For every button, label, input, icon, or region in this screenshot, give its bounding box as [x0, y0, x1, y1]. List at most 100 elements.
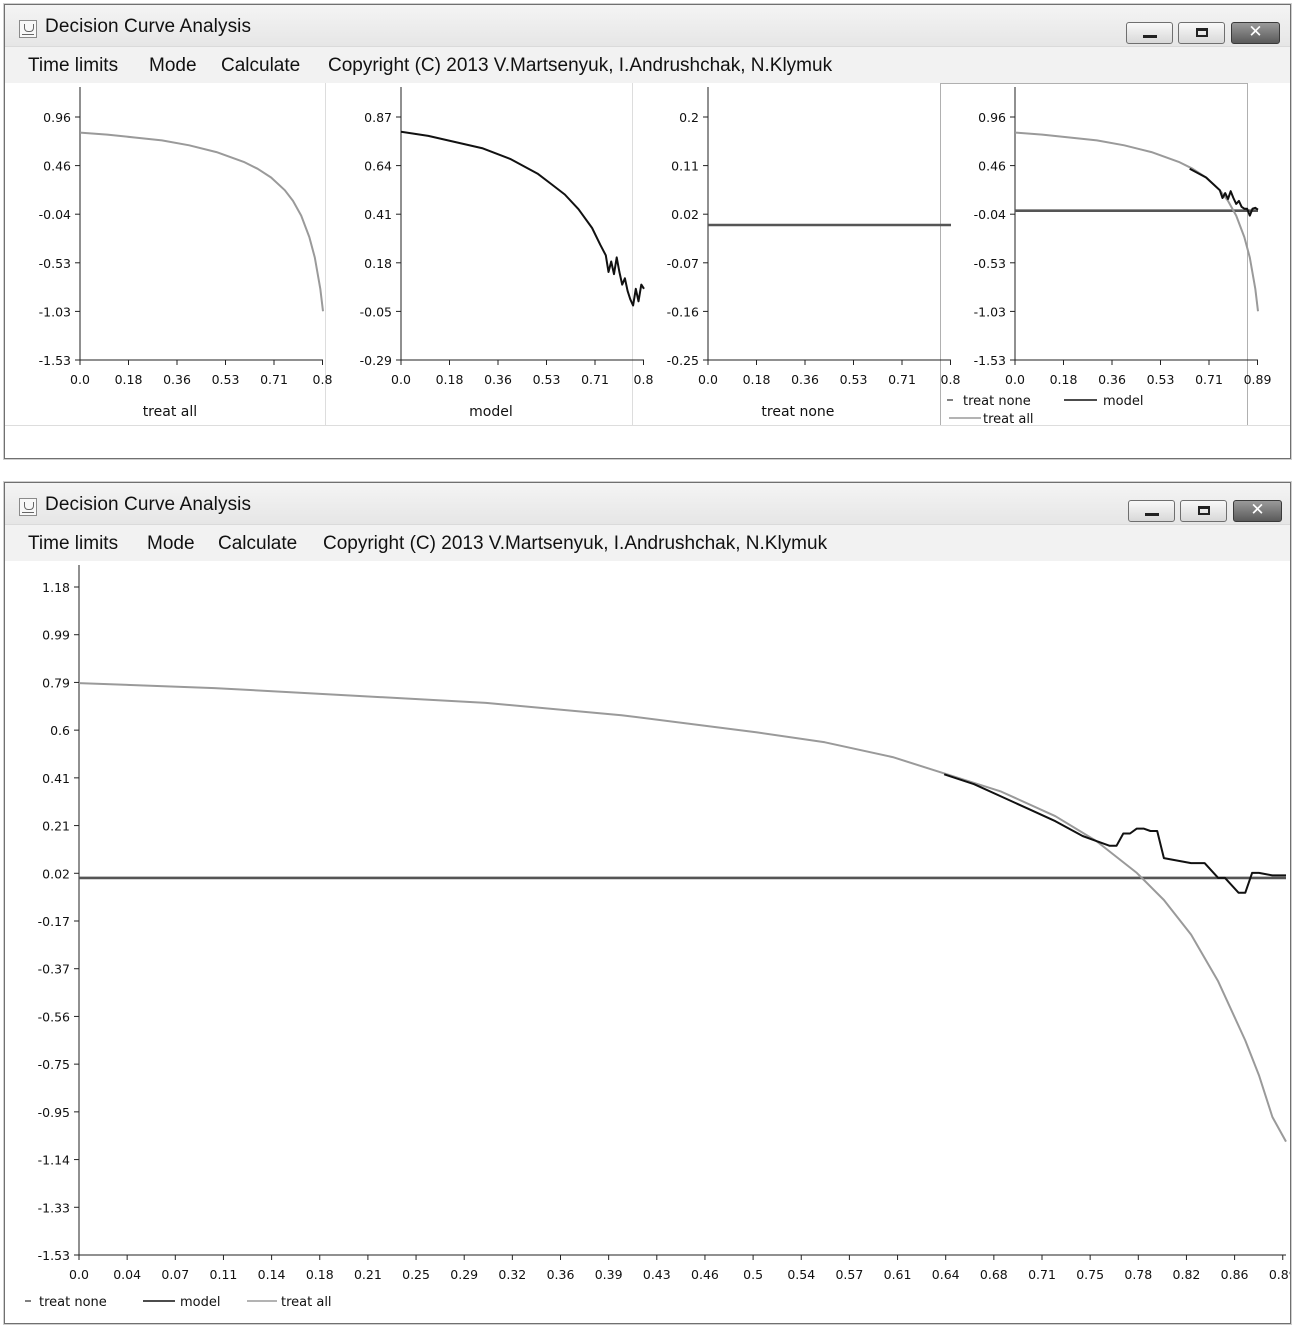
menu-time-limits[interactable]: Time limits	[28, 533, 119, 554]
y-tick-label: 0.41	[42, 771, 70, 786]
x-tick-label: 0.0	[69, 1267, 89, 1282]
x-tick-label: 0.53	[1147, 372, 1175, 387]
x-tick-label: 0.36	[547, 1267, 575, 1282]
title-bar[interactable]: Decision Curve Analysis ✕	[5, 483, 1290, 525]
menu-time-limits[interactable]: Time limits	[28, 55, 119, 76]
legend-label-treat-none: treat none	[963, 394, 1031, 409]
title-bar[interactable]: Decision Curve Analysis ✕	[5, 5, 1290, 47]
y-tick-label: -0.07	[667, 256, 699, 271]
x-tick-label: 0.39	[595, 1267, 623, 1282]
y-tick-label: -0.25	[667, 353, 699, 368]
app-window-1: Decision Curve Analysis ✕ Time limits Mo…	[4, 4, 1291, 459]
legend-label-treat-all: treat all	[281, 1295, 332, 1310]
x-tick-label: 0.46	[691, 1267, 719, 1282]
small-charts-svg: 0.960.46-0.04-0.53-1.03-1.530.0 0.18 0.36 0…	[5, 83, 1290, 427]
y-tick-label: 0.96	[978, 110, 1006, 125]
window-title: Decision Curve Analysis	[45, 494, 252, 515]
x-tick-label: 0.8	[313, 372, 333, 387]
y-tick-label: 1.18	[42, 580, 70, 595]
x-tick-label: 0.0	[698, 372, 718, 387]
y-tick-label: -0.53	[39, 256, 71, 271]
x-tick-label: 0.32	[498, 1267, 526, 1282]
legend-label-treat-all: treat all	[983, 412, 1034, 427]
y-tick-label: -1.33	[38, 1200, 70, 1215]
menu-copyright[interactable]: Copyright (C) 2013 V.Martsenyuk, I.Andru…	[323, 533, 828, 554]
y-tick-label: -1.03	[974, 304, 1006, 319]
series-line-treat-all	[80, 131, 324, 312]
y-tick-label: -1.53	[39, 353, 71, 368]
x-tick-label: 0.29	[450, 1267, 478, 1282]
series-line-treat-all	[1015, 131, 1259, 312]
series-line-treat-all	[79, 682, 1287, 1143]
x-tick-label: 0.07	[161, 1267, 189, 1282]
x-tick-label: 0.82	[1173, 1267, 1201, 1282]
legend-label-model: model	[180, 1295, 220, 1310]
maximize-button[interactable]	[1180, 500, 1227, 522]
java-icon	[19, 498, 37, 516]
y-tick-label: 0.21	[42, 819, 70, 834]
chart-area: 1.18 0.99 0.79 0.6 0.41 0.21 0.02 -0.17 -0.37 -0.…	[5, 561, 1295, 1323]
x-axis-label: treat all	[143, 404, 197, 420]
minimize-icon	[1145, 513, 1159, 516]
legend-label-model: model	[1103, 394, 1143, 409]
y-tick-label: -0.05	[360, 304, 392, 319]
charts-area: 0.96 0.46 -0.04 -0.53 -1.03 -1.53 0.0 0.18 0.36 0…	[5, 83, 1290, 458]
x-tick-label: 0.21	[354, 1267, 382, 1282]
series-line-model	[1189, 167, 1259, 217]
x-tick-label: 0.36	[1098, 372, 1126, 387]
x-tick-label: 0.71	[888, 372, 916, 387]
x-tick-label: 0.11	[210, 1267, 238, 1282]
chart-0: 0.96 0.46 -0.04 -0.53 -1.03 -1.53 0.0 0.18 0.36 0…	[39, 87, 333, 420]
x-tick-label: 0.5	[743, 1267, 763, 1282]
x-tick-label: 0.75	[1076, 1267, 1104, 1282]
minimize-button[interactable]	[1126, 22, 1173, 44]
x-tick-label: 0.89	[1269, 1267, 1290, 1282]
x-tick-label: 0.04	[113, 1267, 141, 1282]
y-tick-label: -0.75	[38, 1057, 70, 1072]
menu-mode[interactable]: Mode	[147, 533, 195, 554]
y-tick-label: -0.17	[38, 914, 70, 929]
y-tick-label: -1.14	[38, 1153, 70, 1168]
menu-calculate[interactable]: Calculate	[221, 55, 301, 76]
y-tick-label: -0.37	[38, 962, 70, 977]
close-button[interactable]: ✕	[1231, 22, 1280, 44]
x-tick-label: 0.53	[533, 372, 561, 387]
menu-calculate[interactable]: Calculate	[218, 533, 298, 554]
x-tick-label: 0.0	[70, 372, 90, 387]
x-tick-label: 0.18	[1050, 372, 1078, 387]
close-button[interactable]: ✕	[1233, 500, 1282, 522]
x-tick-label: 0.89	[1244, 372, 1272, 387]
minimize-button[interactable]	[1128, 500, 1175, 522]
menu-bar: Time limits Mode Calculate Copyright (C)…	[5, 47, 1290, 83]
x-tick-label: 0.36	[791, 372, 819, 387]
maximize-button[interactable]	[1178, 22, 1225, 44]
x-tick-label: 0.57	[835, 1267, 863, 1282]
x-tick-label: 0.14	[258, 1267, 286, 1282]
x-tick-label: 0.64	[932, 1267, 960, 1282]
close-icon: ✕	[1250, 500, 1265, 520]
x-tick-label: 0.25	[402, 1267, 430, 1282]
x-tick-label: 0.43	[643, 1267, 671, 1282]
x-tick-label: 0.71	[1028, 1267, 1056, 1282]
y-tick-label: 0.87	[364, 110, 392, 125]
java-icon	[19, 20, 37, 38]
x-tick-label: 0.36	[163, 372, 191, 387]
y-tick-label: 0.02	[671, 207, 699, 222]
x-tick-label: 0.8	[941, 372, 961, 387]
y-tick-label: 0.96	[43, 110, 71, 125]
x-axis-label: model	[469, 404, 513, 420]
y-tick-label: 0.18	[364, 256, 392, 271]
y-tick-label: -0.04	[974, 207, 1006, 222]
menu-copyright[interactable]: Copyright (C) 2013 V.Martsenyuk, I.Andru…	[328, 55, 833, 76]
y-tick-label: 0.79	[42, 675, 70, 690]
maximize-icon	[1198, 506, 1210, 515]
x-axis-label: treat none	[761, 404, 834, 420]
x-tick-label: 0.18	[743, 372, 771, 387]
chart-2: 0.2 0.11 0.02 -0.07 -0.16 -0.25 0.0 0.18 0.36 0.5…	[667, 87, 961, 420]
menu-mode[interactable]: Mode	[149, 55, 197, 76]
y-tick-label: -1.03	[39, 304, 71, 319]
x-tick-label: 0.0	[1005, 372, 1025, 387]
x-tick-label: 0.18	[436, 372, 464, 387]
x-tick-label: 0.68	[980, 1267, 1008, 1282]
x-tick-label: 0.71	[581, 372, 609, 387]
